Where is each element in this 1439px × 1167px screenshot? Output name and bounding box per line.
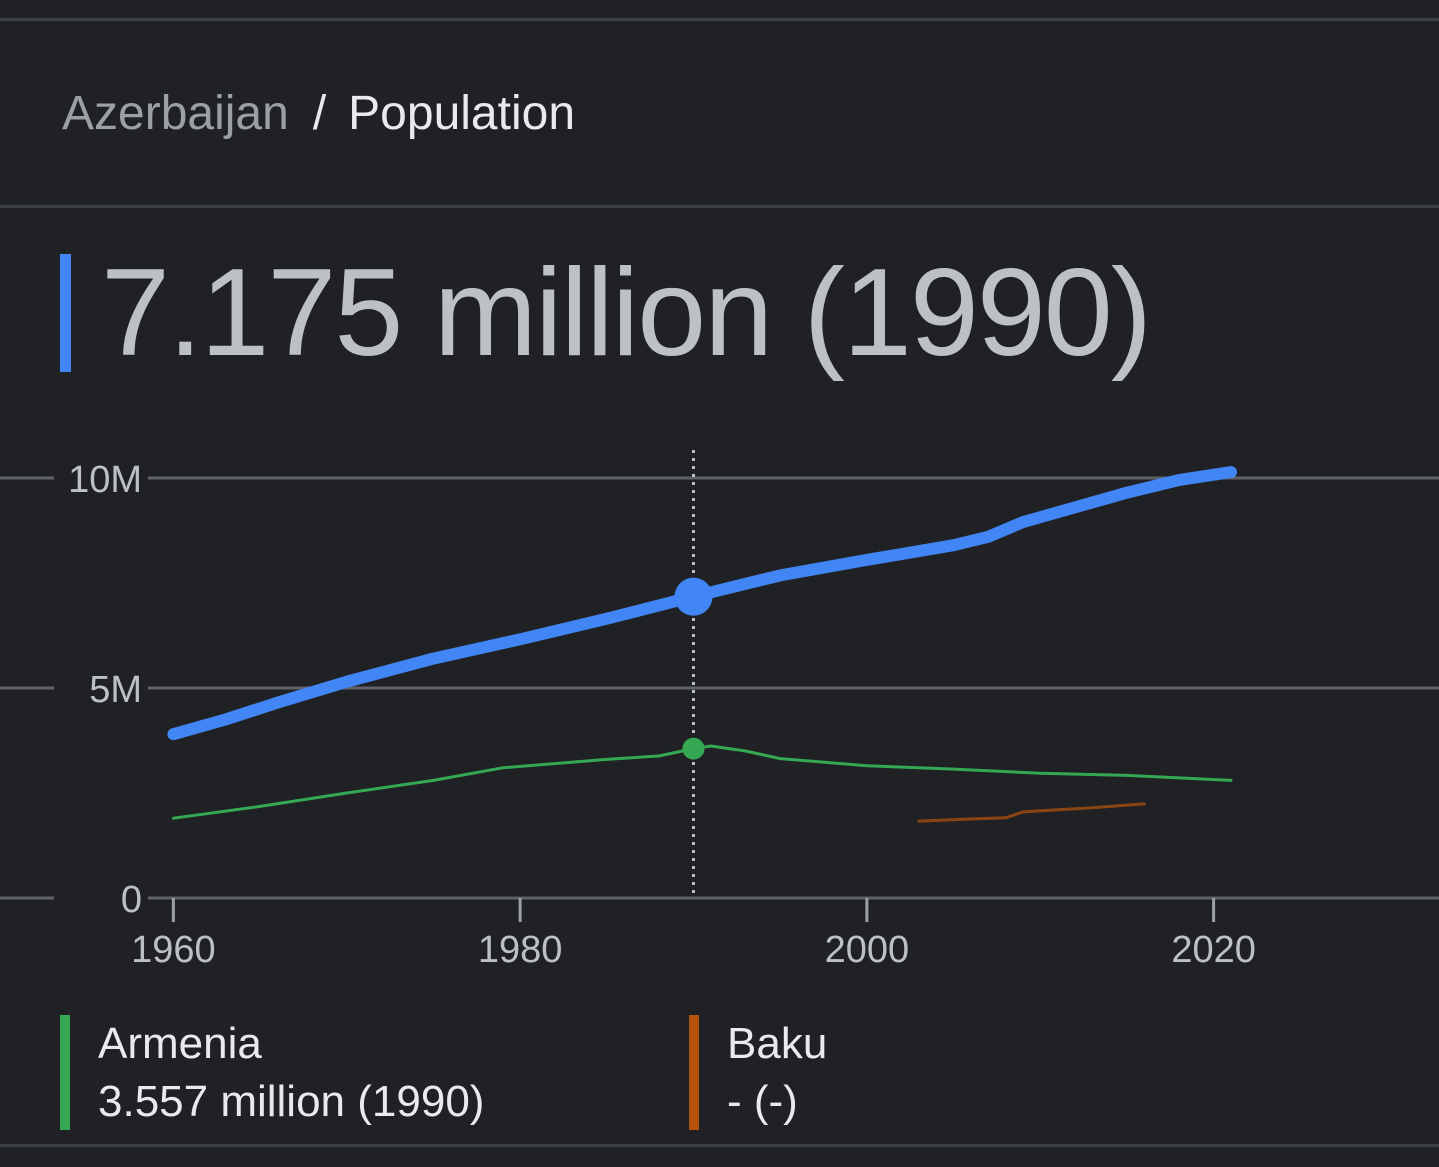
- legend-item-armenia[interactable]: Armenia 3.557 million (1990): [60, 1015, 484, 1131]
- legend-color-bar-baku: [689, 1015, 699, 1130]
- y-tick-label-5M: 5M: [89, 669, 142, 711]
- headline-color-bar: [60, 254, 71, 372]
- header-divider: [0, 205, 1439, 208]
- series-line-armenia: [171, 744, 1233, 820]
- x-tick-label-1960: 1960: [131, 929, 216, 971]
- x-tick-label-1980: 1980: [478, 929, 563, 971]
- series-line-azerbaijan: [167, 466, 1237, 741]
- breadcrumb-separator: /: [312, 87, 327, 140]
- headline-text: 7.175 million (1990): [101, 244, 1152, 382]
- breadcrumb: Azerbaijan / Population: [62, 84, 575, 144]
- population-line-chart[interactable]: 0 5M 10M 1960 1980 2000 2020: [0, 430, 1439, 990]
- x-tick-label-2000: 2000: [825, 929, 910, 971]
- y-tick-label-10M: 10M: [68, 459, 142, 501]
- bottom-divider: [0, 1144, 1439, 1147]
- legend-value-baku: - (-): [727, 1077, 798, 1126]
- headline-value: 7.175 million (1990): [60, 244, 1152, 382]
- legend-color-bar-armenia: [60, 1015, 70, 1130]
- series-line-baku: [917, 802, 1146, 823]
- x-tick-label-2020: 2020: [1171, 929, 1256, 971]
- hover-point-azerbaijan: [674, 577, 713, 616]
- legend-item-baku[interactable]: Baku - (-): [689, 1015, 827, 1131]
- legend-name-armenia: Armenia: [98, 1019, 262, 1068]
- top-divider: [0, 18, 1439, 21]
- hover-point-armenia: [682, 737, 705, 760]
- y-tick-label-0: 0: [121, 879, 142, 921]
- legend-name-baku: Baku: [727, 1019, 828, 1068]
- breadcrumb-parent-link[interactable]: Azerbaijan: [62, 87, 289, 140]
- breadcrumb-current: Population: [348, 87, 576, 140]
- legend-value-armenia: 3.557 million (1990): [98, 1077, 485, 1126]
